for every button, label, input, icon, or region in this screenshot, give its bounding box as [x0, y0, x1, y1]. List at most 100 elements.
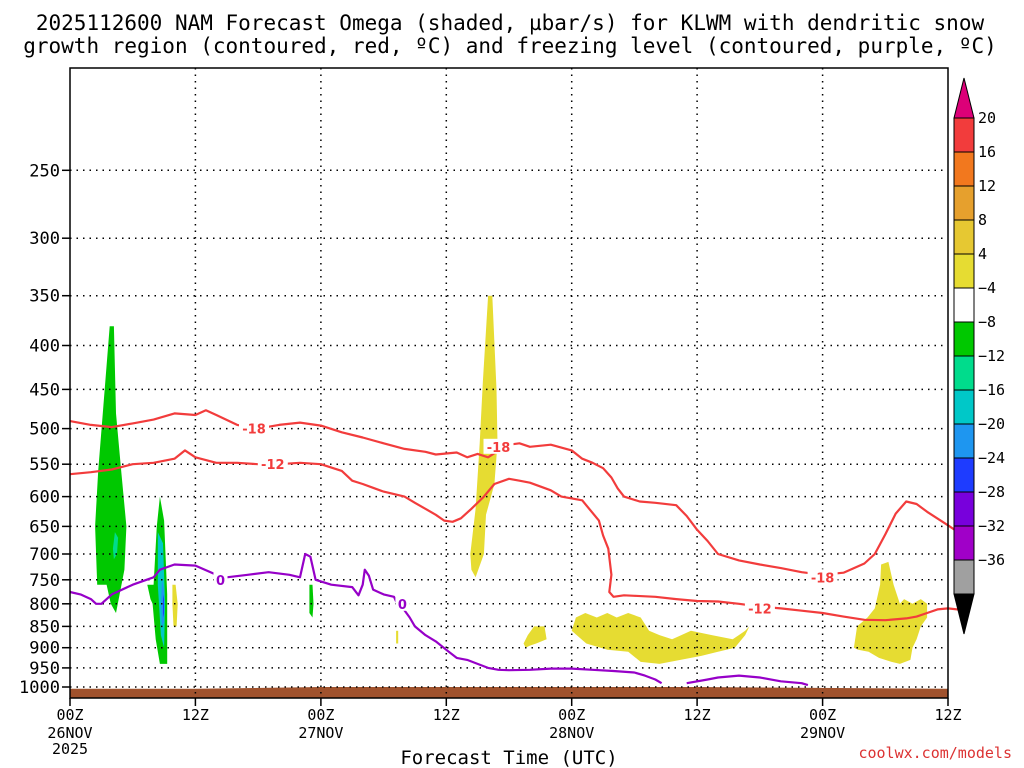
colorbar-swatch-13 — [953, 559, 975, 595]
colorbar-swatch-7 — [953, 355, 975, 391]
omega-region-9 — [396, 630, 399, 644]
colorbar: 20 16 12 8 4 −4 −8 −12 −16 −20 −24 −28 −32 −36 — [953, 77, 1005, 635]
contour-red-rightlabel2-bg — [744, 600, 775, 616]
omega-shading — [95, 295, 928, 664]
ytick-label-600: 600 — [29, 488, 60, 508]
colorbar-swatch-8 — [953, 389, 975, 425]
colorbar-label-5: −4 — [978, 279, 996, 297]
xtick-date-72: 29NOV — [800, 724, 845, 742]
ytick-label-750: 750 — [29, 571, 60, 591]
contour-purple-2 — [686, 674, 809, 687]
colorbar-label-10: −24 — [978, 449, 1005, 467]
ytick-label-900: 900 — [29, 639, 60, 659]
xtick-label-24: 00Z — [307, 706, 334, 724]
omega-region-6 — [172, 584, 178, 627]
xtick-year-0: 2025 — [52, 740, 88, 758]
ytick-label-300: 300 — [29, 229, 60, 249]
ground-layer — [70, 687, 948, 698]
colorbar-label-7: −12 — [978, 347, 1005, 365]
colorbar-swatch-12 — [953, 525, 975, 561]
xtick-label-12: 12Z — [182, 706, 209, 724]
omega-region-7 — [309, 584, 314, 618]
contour-red-midlabel-bg — [483, 438, 514, 454]
credit-text: coolwx.com/models — [858, 744, 1012, 762]
colorbar-label-2: 12 — [978, 177, 996, 195]
contour-red-label-1-bg — [257, 456, 288, 472]
ytick-label-350: 350 — [29, 287, 60, 307]
contour-purple-label-1-bg — [395, 595, 410, 611]
colorbar-swatch-1 — [953, 151, 975, 187]
ytick-label-850: 850 — [29, 617, 60, 637]
xtick-date-0: 26NOV — [47, 724, 92, 742]
colorbar-swatch-4 — [953, 253, 975, 289]
x-axis-label: Forecast Time (UTC) — [400, 747, 617, 768]
colorbar-top-arrow — [953, 77, 975, 119]
contour-purple-0 — [69, 552, 401, 609]
ytick-label-550: 550 — [29, 455, 60, 475]
xtick-label-84: 12Z — [934, 706, 961, 724]
colorbar-label-6: −8 — [978, 313, 996, 331]
contour-purple-1 — [401, 606, 663, 685]
plot-frame — [69, 67, 949, 699]
omega-region-12 — [853, 561, 928, 664]
plot-area — [70, 68, 948, 698]
contour-red-label-1: -12 — [261, 458, 285, 473]
ytick-label-1000: 1000 — [19, 678, 60, 698]
contour-red-rightlabel-bg — [807, 569, 838, 585]
colorbar-bottom-arrow — [953, 593, 975, 635]
colorbar-swatch-2 — [953, 185, 975, 221]
ground-surface — [70, 687, 948, 698]
omega-region-8 — [470, 295, 498, 578]
ytick-label-700: 700 — [29, 545, 60, 565]
ytick-label-500: 500 — [29, 420, 60, 440]
colorbar-label-8: −16 — [978, 381, 1005, 399]
xtick-label-48: 00Z — [558, 706, 585, 724]
colorbar-label-11: −28 — [978, 483, 1005, 501]
xtick-date-24: 27NOV — [298, 724, 343, 742]
xtick-label-60: 12Z — [684, 706, 711, 724]
omega-region-10 — [523, 626, 547, 648]
ytick-label-650: 650 — [29, 517, 60, 537]
colorbar-swatch-6 — [953, 321, 975, 357]
colorbar-label-12: −32 — [978, 517, 1005, 535]
omega-region-1 — [112, 532, 119, 560]
colorbar-swatch-5 — [953, 287, 975, 323]
chart-title-line1: 2025112600 NAM Forecast Omega (shaded, µ… — [36, 11, 985, 35]
contour-red-rightlabel2: -12 — [748, 602, 772, 617]
colorbar-label-3: 8 — [978, 211, 987, 229]
colorbar-swatch-11 — [953, 491, 975, 527]
grid-lines — [70, 68, 948, 698]
contour-red-label-0-bg — [239, 420, 269, 436]
ytick-label-950: 950 — [29, 659, 60, 679]
contour-purple-label-0-bg — [213, 571, 228, 587]
colorbar-swatch-10 — [953, 457, 975, 493]
ytick-label-450: 450 — [29, 380, 60, 400]
chart-title-line2: growth region (contoured, red, ºC) and f… — [23, 34, 997, 58]
contour-purple-label-0: 0 — [216, 574, 225, 589]
xtick-date-48: 28NOV — [549, 724, 594, 742]
xtick-label-72: 00Z — [809, 706, 836, 724]
xtick-label-0: 00Z — [56, 706, 83, 724]
omega-region-5 — [163, 594, 165, 618]
colorbar-swatch-3 — [953, 219, 975, 255]
colorbar-swatch-0 — [953, 117, 975, 153]
contour-labels: -18 -12 0 0 -18 -18 -12 — [213, 420, 838, 617]
colorbar-label-4: 4 — [978, 245, 987, 263]
ytick-label-400: 400 — [29, 337, 60, 357]
contour-red-rightlabel: -18 — [811, 571, 835, 586]
contour-purple-label-1: 0 — [398, 598, 407, 613]
xtick-label-36: 12Z — [433, 706, 460, 724]
colorbar-label-0: 20 — [978, 109, 996, 127]
ytick-label-250: 250 — [29, 161, 60, 181]
ytick-label-800: 800 — [29, 595, 60, 615]
contour-red-midlabel: -18 — [487, 441, 511, 456]
contour-red-label-0: -18 — [242, 423, 266, 438]
colorbar-label-1: 16 — [978, 143, 996, 161]
y-axis-ticks: 2503003504004505005506006507007508008509… — [19, 161, 70, 698]
colorbar-swatch-9 — [953, 423, 975, 459]
colorbar-label-9: −20 — [978, 415, 1005, 433]
colorbar-label-13: −36 — [978, 551, 1005, 569]
